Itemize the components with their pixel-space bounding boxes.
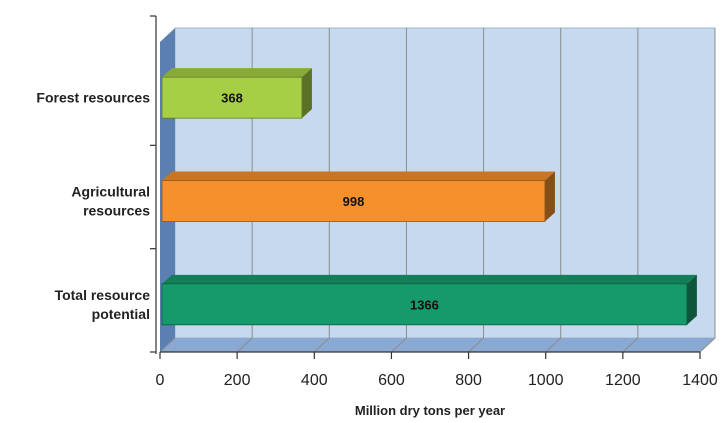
category-label: Total resource potential	[55, 287, 151, 322]
axes	[150, 15, 701, 359]
x-tick-label: 600	[378, 372, 405, 389]
labels: Forest resources Agricultural resources Tot…	[36, 90, 718, 418]
bar-top-face	[162, 171, 555, 181]
category-label-line: Agricultural	[71, 184, 150, 200]
bar-side-face	[544, 171, 555, 222]
x-tick-label: 400	[301, 372, 328, 389]
x-tick-label: 1400	[682, 372, 718, 389]
floor	[160, 338, 715, 352]
bar	[161, 76, 303, 119]
bar	[161, 180, 546, 222]
floor-gridline	[391, 337, 407, 353]
bar-top-face	[162, 68, 312, 78]
bar-side-face	[301, 68, 312, 119]
bar-group: 368	[161, 68, 312, 119]
x-tick-label: 0	[156, 372, 165, 389]
category-label-line: resources	[83, 203, 150, 219]
bar-side-face	[686, 274, 697, 325]
category-label: Forest resources	[36, 90, 150, 106]
bar-value-label: 368	[221, 91, 243, 106]
x-tick-label: 200	[224, 372, 251, 389]
floor-gridline	[313, 337, 330, 353]
floor-gridline	[699, 337, 716, 353]
category-label-line: Forest resources	[36, 90, 150, 106]
floor-gridline	[236, 337, 253, 353]
bar-group: 998	[161, 171, 555, 222]
floor-gridline	[622, 337, 639, 353]
x-tick-label: 1000	[528, 372, 564, 389]
category-label: Agricultural resources	[71, 184, 150, 219]
category-label-line: potential	[92, 306, 150, 322]
bar-value-label: 1366	[410, 297, 439, 312]
floor-gridline	[468, 337, 484, 353]
bars: 368 998 1366	[161, 68, 697, 326]
bar-top-face	[162, 274, 697, 284]
floor-gridline	[545, 337, 562, 353]
bar-value-label: 998	[343, 194, 365, 209]
bar	[161, 283, 688, 326]
floor-gridline	[159, 337, 176, 353]
x-tick-label: 1200	[605, 372, 641, 389]
x-axis-title: Million dry tons per year	[355, 403, 505, 418]
bar-group: 1366	[161, 274, 697, 326]
category-label-line: Total resource	[55, 287, 151, 303]
x-tick-label: 800	[455, 372, 482, 389]
